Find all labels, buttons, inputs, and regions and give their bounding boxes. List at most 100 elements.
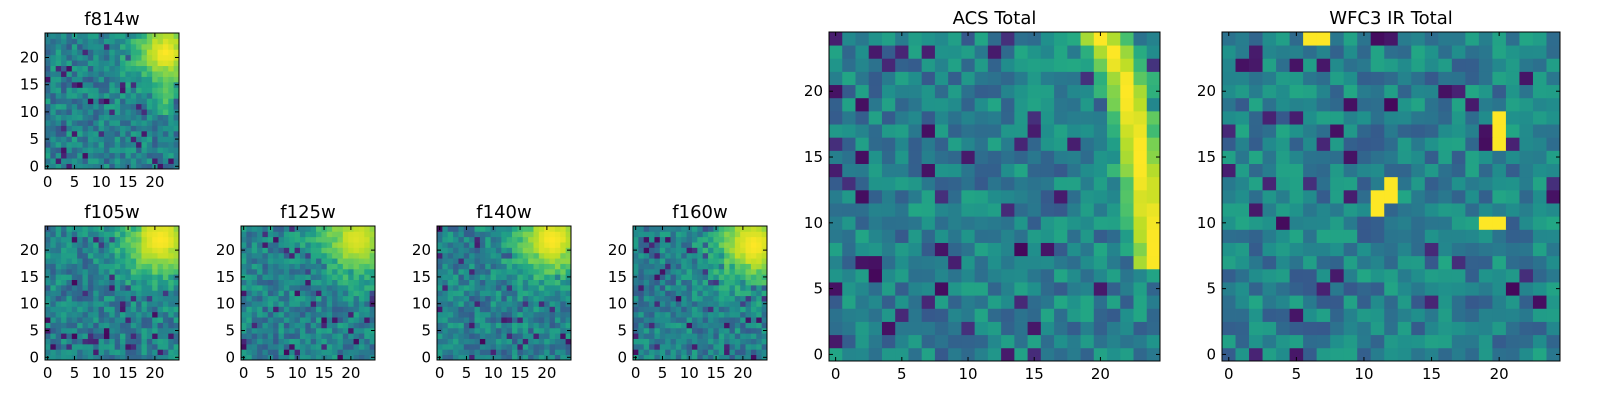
heatmap-cell	[109, 327, 116, 334]
heatmap-cell	[649, 274, 655, 280]
heatmap-cell	[87, 141, 94, 148]
heatmap-cell	[103, 333, 110, 339]
heatmap-cell	[442, 268, 449, 275]
heatmap-cell	[538, 317, 545, 323]
heatmap-cell	[756, 343, 763, 350]
heatmap-cell	[125, 274, 132, 280]
heatmap-cell	[299, 231, 306, 238]
heatmap-cell	[756, 236, 763, 243]
y-tick-label: 5	[421, 322, 431, 340]
heatmap-cell	[1303, 124, 1318, 138]
heatmap-cell	[241, 242, 247, 248]
heatmap-cell	[1330, 97, 1345, 112]
heatmap-cell	[257, 252, 263, 259]
heatmap-cell	[1316, 255, 1331, 270]
heatmap-cell	[934, 347, 949, 362]
heatmap-cell	[538, 284, 545, 291]
heatmap-cell	[114, 343, 121, 350]
heatmap-cell	[109, 81, 116, 88]
heatmap-cell	[289, 284, 295, 291]
heatmap-cell	[533, 354, 540, 361]
heatmap-cell	[173, 343, 180, 350]
heatmap-cell	[114, 333, 121, 339]
heatmap-cell	[82, 92, 89, 99]
heatmap-cell	[447, 258, 454, 264]
heatmap-cell	[1107, 295, 1121, 309]
heatmap-cell	[974, 45, 989, 59]
heatmap-cell	[868, 282, 883, 296]
heatmap-cell	[740, 349, 746, 356]
heatmap-cell	[50, 268, 57, 275]
heatmap-cell	[173, 125, 180, 132]
heatmap-cell	[729, 343, 736, 350]
heatmap-cell	[1276, 110, 1290, 125]
heatmap-cell	[71, 65, 78, 72]
heatmap-cell	[1289, 45, 1304, 59]
heatmap-cell	[246, 349, 253, 356]
heatmap-cell	[1040, 189, 1055, 204]
heatmap-cell	[157, 109, 164, 115]
heatmap-cell	[554, 311, 561, 318]
heatmap-cell	[554, 317, 561, 323]
heatmap-cell	[485, 338, 491, 345]
heatmap-cell	[458, 354, 465, 361]
heatmap-cell	[1289, 71, 1304, 86]
heatmap-cell	[1222, 321, 1236, 336]
heatmap-cell	[130, 136, 137, 143]
heatmap-cell	[162, 317, 169, 323]
heatmap-cell	[55, 226, 62, 232]
heatmap-cell	[921, 347, 936, 362]
heatmap-cell	[649, 338, 655, 345]
heatmap-cell	[168, 343, 175, 350]
heatmap-cell	[469, 242, 475, 248]
heatmap-cell	[87, 343, 94, 350]
heatmap-cell	[136, 109, 142, 115]
heatmap-cell	[1451, 71, 1466, 86]
heatmap-cell	[98, 81, 105, 88]
heatmap-cell	[305, 301, 312, 307]
heatmap-cell	[734, 322, 741, 329]
heatmap-cell	[948, 308, 962, 322]
heatmap-cell	[842, 347, 856, 362]
heatmap-cell	[173, 295, 180, 302]
heatmap-cell	[934, 97, 949, 112]
heatmap-cell	[246, 236, 253, 243]
heatmap-cell	[1093, 203, 1108, 217]
heatmap-cell	[1262, 150, 1277, 164]
heatmap-cell	[829, 58, 843, 72]
heatmap-cell	[93, 252, 99, 259]
heatmap-cell	[447, 317, 454, 323]
heatmap-cell	[474, 317, 481, 323]
heatmap-cell	[649, 263, 655, 270]
heatmap-cell	[87, 311, 94, 318]
heatmap-cell	[1303, 242, 1318, 257]
heatmap-cell	[77, 338, 83, 345]
heatmap-cell	[855, 150, 870, 164]
heatmap-cell	[157, 147, 164, 154]
heatmap-cell	[109, 33, 116, 39]
heatmap-cell	[528, 301, 534, 307]
heatmap-cell	[1067, 189, 1081, 204]
heatmap-cell	[136, 322, 142, 329]
heatmap-cell	[1384, 229, 1399, 243]
heatmap-cell	[1107, 308, 1121, 322]
heatmap-cell	[506, 301, 513, 307]
heatmap-cell	[1411, 137, 1426, 151]
heatmap-cell	[708, 236, 714, 243]
heatmap-cell	[45, 130, 51, 137]
heatmap-cell	[55, 92, 62, 99]
heatmap-cell	[326, 242, 333, 248]
heatmap-cell	[348, 317, 354, 323]
heatmap-cell	[1249, 137, 1263, 151]
heatmap-cell	[1330, 32, 1345, 46]
heatmap-cell	[114, 163, 121, 170]
heatmap-cell	[437, 263, 443, 270]
heatmap-cell	[961, 242, 976, 257]
heatmap-cell	[961, 308, 976, 322]
heatmap-cell	[474, 343, 481, 350]
heatmap-cell	[633, 268, 639, 275]
heatmap-cell	[1289, 347, 1304, 362]
heatmap-cell	[262, 258, 269, 264]
heatmap-cell	[934, 176, 949, 191]
heatmap-cell	[305, 231, 312, 238]
